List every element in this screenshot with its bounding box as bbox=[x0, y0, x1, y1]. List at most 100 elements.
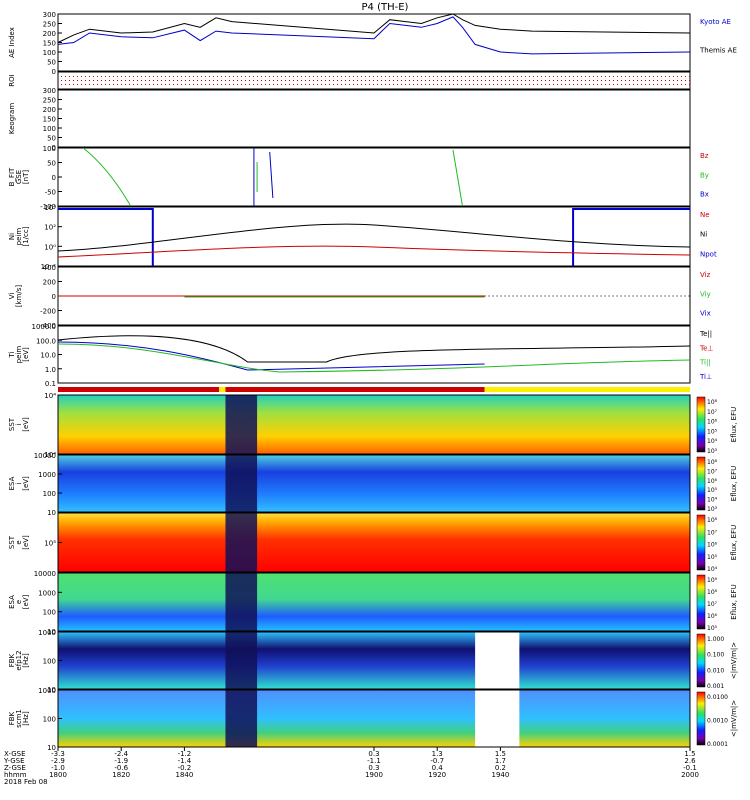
roi-dot bbox=[329, 76, 330, 77]
panel-frame-sst_i bbox=[57, 394, 691, 455]
legend-ae: Kyoto AE bbox=[700, 18, 731, 26]
roi-dot bbox=[381, 80, 382, 81]
panel-roi: ROI bbox=[8, 71, 691, 90]
roi-dot bbox=[149, 84, 150, 85]
roi-dot bbox=[341, 84, 342, 85]
roi-dot bbox=[181, 80, 182, 81]
ytick-label-vi: 200 bbox=[43, 279, 56, 287]
roi-dot bbox=[181, 84, 182, 85]
colorbar-tick-esa_i: 10⁶ bbox=[707, 478, 718, 485]
spectrogram-gap-sst_i bbox=[225, 395, 258, 454]
roi-dot bbox=[217, 76, 218, 77]
colorbar-esa_i bbox=[696, 456, 706, 511]
ylabel-fbk_e: efp12 bbox=[15, 650, 23, 670]
roi-dot bbox=[401, 84, 402, 85]
roi-dot bbox=[329, 80, 330, 81]
roi-dot bbox=[169, 76, 170, 77]
roi-dot bbox=[321, 80, 322, 81]
spectrogram-esa_e bbox=[58, 573, 690, 631]
colorbar-tick-esa_i: 10⁸ bbox=[707, 459, 718, 466]
roi-dot bbox=[93, 76, 94, 77]
colorbar-esa_e bbox=[696, 574, 706, 630]
roi-dot bbox=[109, 80, 110, 81]
xaxis-tick-label: -1.0 bbox=[51, 764, 65, 772]
roi-dot bbox=[245, 84, 246, 85]
roi-dot bbox=[573, 80, 574, 81]
spectrogram-fbk_e bbox=[58, 632, 690, 689]
roi-dot bbox=[165, 84, 166, 85]
roi-dot bbox=[557, 76, 558, 77]
roi-dot bbox=[481, 76, 482, 77]
ylabel-ti: peim bbox=[15, 346, 23, 364]
panel-esa_i: ESA i [eV] 10000 1000 100 10 10⁸ 10⁷ 10⁶ 10⁵ 10⁴ 10³… bbox=[8, 452, 738, 517]
colorbar-label-esa_i: Eflux, EFU bbox=[730, 466, 738, 501]
roi-dot bbox=[373, 76, 374, 77]
roi-dot bbox=[409, 80, 410, 81]
roi-dot bbox=[645, 84, 646, 85]
roi-dot bbox=[613, 76, 614, 77]
roi-dot bbox=[545, 84, 546, 85]
roi-dot bbox=[121, 76, 122, 77]
roi-dot bbox=[581, 84, 582, 85]
xaxis-tick-label: 1920 bbox=[428, 771, 446, 779]
roi-dot bbox=[361, 84, 362, 85]
roi-dot bbox=[97, 80, 98, 81]
roi-dot bbox=[385, 76, 386, 77]
roi-dot bbox=[213, 84, 214, 85]
roi-dot bbox=[293, 76, 294, 77]
roi-dot bbox=[77, 80, 78, 81]
colorbar-tick-fbk_e: 1.000 bbox=[707, 636, 724, 643]
colorbar-label-esa_e: Eflux, EFU bbox=[730, 584, 738, 619]
ylabel-vi: [km/s] bbox=[15, 285, 23, 308]
roi-dot bbox=[569, 84, 570, 85]
ylabel-esa_i: i bbox=[15, 482, 23, 484]
roi-dot bbox=[353, 80, 354, 81]
xaxis-tick-label: 1.3 bbox=[432, 750, 443, 758]
roi-dot bbox=[413, 76, 414, 77]
roi-dot bbox=[613, 84, 614, 85]
roi-dot bbox=[269, 76, 270, 77]
roi-dot bbox=[541, 84, 542, 85]
roi-dot bbox=[621, 84, 622, 85]
roi-dot bbox=[109, 84, 110, 85]
roi-dot bbox=[665, 80, 666, 81]
ytick-label-bfit: -100 bbox=[40, 203, 56, 211]
roi-dot bbox=[485, 84, 486, 85]
roi-dot bbox=[249, 80, 250, 81]
roi-dot bbox=[69, 80, 70, 81]
xaxis-row-label: Y-GSE bbox=[3, 757, 25, 765]
roi-dot bbox=[193, 80, 194, 81]
roi-dot bbox=[85, 76, 86, 77]
ylabel-ae: AE Index bbox=[8, 27, 16, 58]
roi-dot bbox=[553, 84, 554, 85]
roi-dot bbox=[333, 76, 334, 77]
roi-dot bbox=[245, 80, 246, 81]
roi-dot bbox=[177, 80, 178, 81]
colorbar-sst_e bbox=[696, 514, 706, 571]
roi-dot bbox=[193, 76, 194, 77]
roi-dot bbox=[229, 84, 230, 85]
roi-dot bbox=[273, 84, 274, 85]
roi-dot bbox=[509, 80, 510, 81]
roi-dot bbox=[497, 76, 498, 77]
roi-dot bbox=[385, 80, 386, 81]
roi-dot bbox=[221, 80, 222, 81]
colorbar-tick-esa_i: 10⁴ bbox=[707, 497, 718, 504]
roi-dot bbox=[125, 76, 126, 77]
ni-npot-trace bbox=[58, 208, 690, 266]
legend-ni: Npot bbox=[700, 250, 717, 258]
ti-tepar-trace bbox=[57, 335, 691, 363]
legend-bfit: By bbox=[700, 171, 709, 179]
roi-dot bbox=[105, 80, 106, 81]
colorbar-tick-esa_e: 10⁹ bbox=[707, 577, 718, 584]
ylabel-esa_e: [eV] bbox=[22, 594, 30, 609]
roi-dot bbox=[277, 80, 278, 81]
roi-dot bbox=[465, 84, 466, 85]
roi-dot bbox=[197, 76, 198, 77]
colorbar-tick-esa_e: 10⁷ bbox=[707, 601, 718, 608]
ylabel-ni: peim bbox=[15, 228, 23, 246]
roi-dot bbox=[141, 76, 142, 77]
roi-dot bbox=[557, 84, 558, 85]
roi-dot bbox=[249, 84, 250, 85]
roi-dot bbox=[589, 80, 590, 81]
